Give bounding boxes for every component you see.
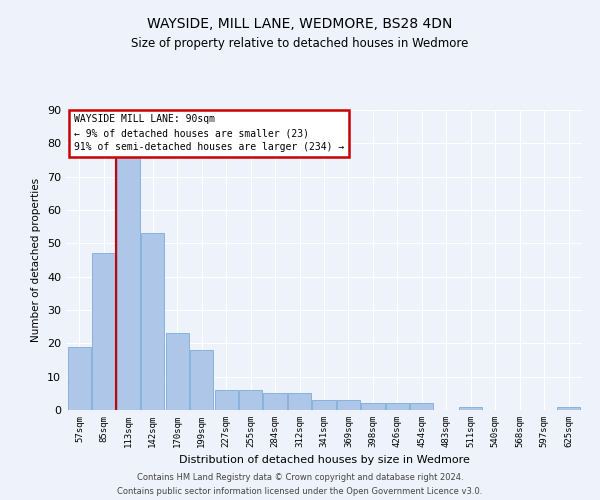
Bar	[215, 390, 238, 410]
Text: Contains public sector information licensed under the Open Government Licence v3: Contains public sector information licen…	[118, 486, 482, 496]
Bar	[288, 394, 311, 410]
Bar	[386, 404, 409, 410]
Bar	[313, 400, 335, 410]
Bar	[68, 346, 91, 410]
Bar	[337, 400, 360, 410]
Bar	[166, 334, 189, 410]
Bar	[361, 404, 385, 410]
Y-axis label: Number of detached properties: Number of detached properties	[31, 178, 41, 342]
Text: WAYSIDE, MILL LANE, WEDMORE, BS28 4DN: WAYSIDE, MILL LANE, WEDMORE, BS28 4DN	[148, 18, 452, 32]
Bar	[141, 234, 164, 410]
Text: WAYSIDE MILL LANE: 90sqm
← 9% of detached houses are smaller (23)
91% of semi-de: WAYSIDE MILL LANE: 90sqm ← 9% of detache…	[74, 114, 344, 152]
Bar	[410, 404, 433, 410]
Bar	[263, 394, 287, 410]
Bar	[557, 406, 580, 410]
Bar	[92, 254, 116, 410]
X-axis label: Distribution of detached houses by size in Wedmore: Distribution of detached houses by size …	[179, 456, 469, 466]
Text: Contains HM Land Registry data © Crown copyright and database right 2024.: Contains HM Land Registry data © Crown c…	[137, 473, 463, 482]
Bar	[117, 156, 140, 410]
Text: Size of property relative to detached houses in Wedmore: Size of property relative to detached ho…	[131, 38, 469, 51]
Bar	[459, 406, 482, 410]
Bar	[190, 350, 214, 410]
Bar	[239, 390, 262, 410]
